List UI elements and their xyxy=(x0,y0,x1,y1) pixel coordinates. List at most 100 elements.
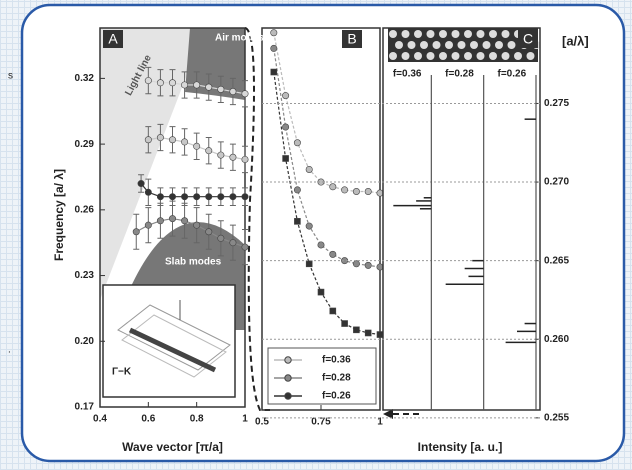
crystal-hole xyxy=(433,41,441,49)
marker xyxy=(157,193,163,199)
crystal-hole xyxy=(464,30,472,38)
crystal-hole xyxy=(414,52,422,60)
x-tick-label: 1 xyxy=(242,414,248,425)
side-text: s xyxy=(8,71,13,82)
y-tick-label: 0.20 xyxy=(75,336,95,347)
annotation: Air modes xyxy=(215,33,264,44)
crystal-hole xyxy=(502,52,510,60)
crystal-hole xyxy=(445,41,453,49)
y-tick-label: 0.275 xyxy=(544,98,569,109)
marker xyxy=(242,91,248,97)
crystal-hole xyxy=(389,52,397,60)
marker xyxy=(169,80,175,86)
marker xyxy=(145,137,151,143)
crystal-hole xyxy=(395,41,403,49)
x-axis-label: Intensity [a. u.] xyxy=(418,440,503,454)
crystal-hole xyxy=(483,41,491,49)
y-axis-label: Frequency [a/ λ] xyxy=(52,169,66,261)
figure: s . 0.170.200.230.260.290.320.40.60.81AW… xyxy=(0,0,632,470)
marker xyxy=(365,330,371,336)
marker xyxy=(365,188,371,194)
marker xyxy=(145,189,151,195)
crystal-hole xyxy=(402,30,410,38)
marker xyxy=(169,193,175,199)
marker xyxy=(330,308,336,314)
y-tick-label: 0.32 xyxy=(75,73,95,84)
marker xyxy=(330,251,336,257)
y-tick-label: 0.29 xyxy=(75,139,95,150)
x-axis-label: Wave vector [π/a] xyxy=(122,440,223,454)
crystal-hole xyxy=(402,52,410,60)
legend-marker xyxy=(285,357,291,363)
crystal-hole xyxy=(452,30,460,38)
annotation: Slab modes xyxy=(165,257,222,268)
x-tick-label: 0.6 xyxy=(141,414,155,425)
marker xyxy=(282,92,288,98)
marker xyxy=(377,332,383,338)
marker xyxy=(206,147,212,153)
marker xyxy=(230,193,236,199)
crystal-hole xyxy=(458,41,466,49)
marker xyxy=(318,289,324,295)
marker xyxy=(157,80,163,86)
marker xyxy=(193,193,199,199)
marker xyxy=(230,88,236,94)
marker xyxy=(157,218,163,224)
x-tick-label: 0.4 xyxy=(93,414,107,425)
panel-label: C xyxy=(523,31,533,47)
legend-label: f=0.26 xyxy=(322,391,351,402)
crystal-hole xyxy=(514,52,522,60)
marker xyxy=(218,235,224,241)
marker xyxy=(353,188,359,194)
marker xyxy=(133,229,139,235)
marker xyxy=(306,166,312,172)
marker xyxy=(169,215,175,221)
crystal-hole xyxy=(452,52,460,60)
marker xyxy=(365,262,371,268)
marker xyxy=(282,124,288,130)
marker xyxy=(294,187,300,193)
marker xyxy=(230,154,236,160)
marker xyxy=(181,139,187,145)
inset-box xyxy=(103,285,235,397)
marker xyxy=(145,222,151,228)
marker xyxy=(353,327,359,333)
marker xyxy=(218,193,224,199)
marker xyxy=(181,82,187,88)
crystal-hole xyxy=(502,30,510,38)
marker xyxy=(306,223,312,229)
annotation: Γ−K xyxy=(112,367,132,378)
y-tick-label: 0.270 xyxy=(544,177,569,188)
crystal-hole xyxy=(427,52,435,60)
legend-label: f=0.28 xyxy=(322,373,351,384)
marker xyxy=(377,264,383,270)
marker xyxy=(206,229,212,235)
crystal-hole xyxy=(477,52,485,60)
marker xyxy=(138,180,144,186)
marker xyxy=(145,77,151,83)
marker xyxy=(283,155,289,161)
column-label: f=0.36 xyxy=(393,69,422,80)
marker xyxy=(271,45,277,51)
crystal-hole xyxy=(527,52,535,60)
marker xyxy=(318,242,324,248)
panel-label: A xyxy=(108,31,118,47)
marker xyxy=(242,156,248,162)
crystal-hole xyxy=(439,30,447,38)
marker xyxy=(169,137,175,143)
marker xyxy=(294,218,300,224)
marker xyxy=(193,82,199,88)
legend-marker xyxy=(285,375,291,381)
marker xyxy=(157,134,163,140)
marker xyxy=(206,84,212,90)
marker xyxy=(230,239,236,245)
crystal-hole xyxy=(489,30,497,38)
y-tick-label: 0.260 xyxy=(544,334,569,345)
side-text: . xyxy=(8,345,11,356)
marker xyxy=(353,261,359,267)
crystal-hole xyxy=(489,52,497,60)
crystal-hole xyxy=(464,52,472,60)
legend-label: f=0.36 xyxy=(322,355,351,366)
marker xyxy=(218,86,224,92)
marker xyxy=(218,152,224,158)
